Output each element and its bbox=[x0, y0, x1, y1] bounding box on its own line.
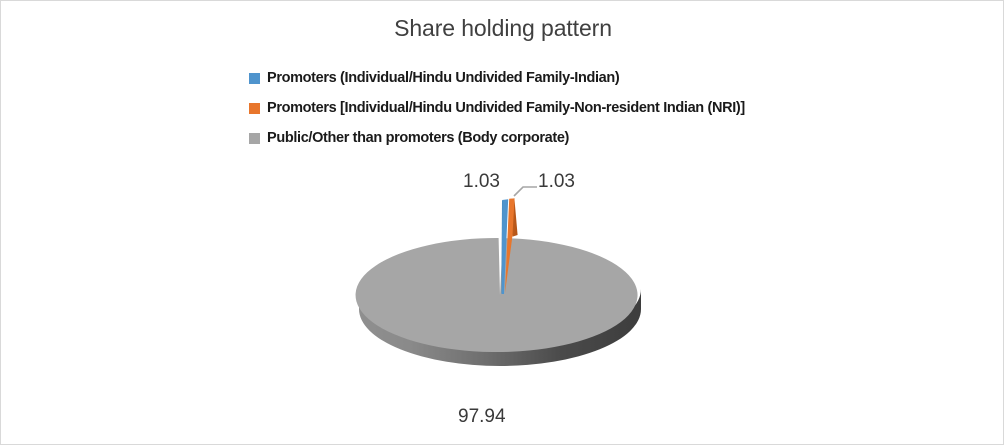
legend-item-promoters-indian[interactable]: Promoters (Individual/Hindu Undivided Fa… bbox=[249, 63, 949, 93]
legend-swatch-blue-icon bbox=[249, 72, 260, 84]
pie-slice-public-body-corporate[interactable] bbox=[355, 238, 641, 366]
data-label-leader-line bbox=[513, 186, 537, 197]
legend-item-promoters-nri[interactable]: Promoters [Individual/Hindu Undivided Fa… bbox=[249, 93, 949, 123]
data-label-promoters-nri: 1.03 bbox=[538, 171, 575, 192]
chart-legend: Promoters (Individual/Hindu Undivided Fa… bbox=[249, 63, 949, 153]
chart-title: Share holding pattern bbox=[394, 15, 612, 41]
legend-label-promoters-nri: Promoters [Individual/Hindu Undivided Fa… bbox=[267, 100, 745, 116]
legend-label-public-body-corporate: Public/Other than promoters (Body corpor… bbox=[267, 130, 570, 146]
legend-item-public-body-corporate[interactable]: Public/Other than promoters (Body corpor… bbox=[249, 123, 949, 153]
legend-swatch-orange-icon bbox=[249, 102, 260, 114]
pie-slice-promoters-indian[interactable] bbox=[501, 199, 509, 294]
pie-slice-gray-top-face bbox=[355, 238, 638, 353]
data-label-promoters-indian: 1.03 bbox=[463, 171, 500, 192]
pie-slice-gray-side-wall bbox=[359, 289, 641, 366]
legend-label-promoters-indian: Promoters (Individual/Hindu Undivided Fa… bbox=[267, 70, 620, 86]
legend-swatch-gray-icon bbox=[249, 132, 260, 144]
data-label-public-body-corporate: 97.94 bbox=[458, 406, 506, 427]
pie-slice-orange-top-face bbox=[505, 198, 515, 293]
pie-slice-blue-top-face bbox=[501, 199, 509, 294]
pie-slice-promoters-nri[interactable] bbox=[505, 198, 518, 293]
